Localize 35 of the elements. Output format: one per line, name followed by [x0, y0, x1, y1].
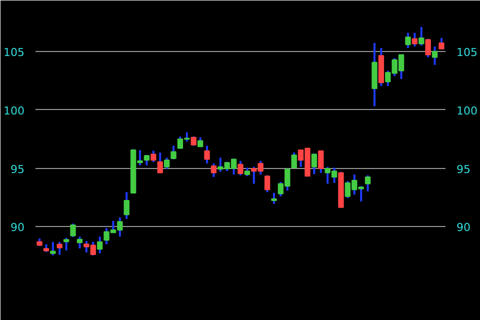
y2-tick-label: 90 — [456, 221, 470, 234]
candlestick — [157, 152, 163, 174]
candlestick — [70, 222, 76, 238]
candlestick — [197, 136, 204, 148]
candlestick — [412, 32, 418, 48]
candlestick — [170, 144, 176, 160]
y-tick-label: 105 — [4, 46, 25, 59]
candlestick — [271, 192, 277, 205]
candlestick — [318, 150, 324, 174]
candlestick — [210, 162, 217, 178]
y2-tick-label: 105 — [456, 46, 478, 59]
candlestick — [124, 191, 130, 220]
candlestick — [96, 236, 103, 254]
candlestick — [418, 26, 424, 47]
y2-tick-label: 95 — [456, 162, 470, 176]
candlestick — [364, 174, 371, 192]
candlestick — [291, 152, 297, 169]
candlestick — [264, 174, 270, 194]
candlestick — [76, 236, 83, 250]
candlestick — [405, 32, 411, 50]
candlestick — [311, 152, 318, 176]
y2-tick-label: 100 — [456, 104, 478, 118]
candlestick — [204, 144, 210, 164]
candlestick — [150, 150, 156, 164]
candlestick — [63, 236, 70, 252]
candlestick — [438, 36, 444, 50]
candlestick — [425, 38, 431, 58]
candlestick — [432, 45, 438, 66]
y-tick-label: 100 — [4, 104, 25, 118]
candlestick — [238, 160, 244, 176]
y-tick-label: 90 — [10, 221, 25, 234]
y-tick-label: 95 — [10, 162, 25, 176]
candlestick — [50, 240, 56, 256]
candlestick — [164, 156, 170, 170]
candlestick — [56, 240, 62, 256]
